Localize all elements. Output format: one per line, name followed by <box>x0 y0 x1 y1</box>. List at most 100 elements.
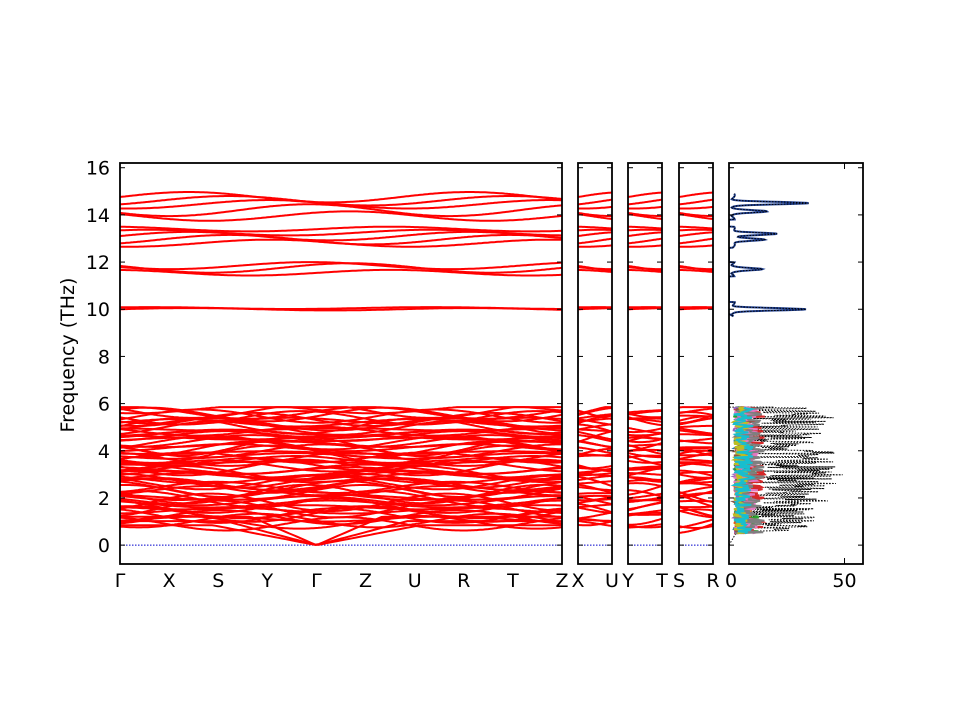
phonon-band <box>578 506 612 514</box>
phonon-band-upper <box>628 205 662 210</box>
phonon-band <box>578 520 612 527</box>
phonon-band-upper <box>628 191 662 198</box>
phonon-band <box>120 406 562 419</box>
phonon-band <box>679 485 713 495</box>
phonon-band-upper <box>120 203 562 218</box>
phonon-band <box>120 477 562 492</box>
phonon-band <box>679 446 713 450</box>
phonon-band-upper <box>578 191 612 198</box>
phonon-band <box>120 434 562 448</box>
phonon-band <box>120 419 562 436</box>
k-point-label: T <box>506 570 519 592</box>
y-tick-label: 14 <box>86 205 110 227</box>
phonon-band-upper <box>120 233 562 246</box>
phonon-band <box>679 424 713 429</box>
phonon-band-upper <box>578 307 612 311</box>
phonon-band <box>578 464 612 470</box>
phonon-band-upper <box>578 213 612 220</box>
acoustic-band <box>120 520 562 546</box>
phonon-band <box>679 437 713 443</box>
phonon-band <box>628 442 662 452</box>
phonon-band <box>679 458 713 463</box>
phonon-band <box>628 416 662 427</box>
phonon-band <box>628 412 662 419</box>
phonon-band <box>578 480 612 485</box>
phonon-band <box>120 455 562 467</box>
phonon-band-upper <box>628 211 662 218</box>
phonon-band-upper <box>679 198 713 206</box>
phonon-band-upper <box>578 231 612 238</box>
phonon-band-upper <box>120 268 562 277</box>
phonon-band-upper <box>120 210 562 222</box>
acoustic-band <box>120 524 562 546</box>
phonon-band <box>628 467 662 471</box>
phonon-band <box>578 452 612 457</box>
y-tick-label: 8 <box>98 346 110 368</box>
phonon-band-upper <box>628 225 662 230</box>
phonon-band-upper <box>628 213 662 220</box>
phonon-band <box>679 508 713 513</box>
y-tick-label: 2 <box>98 488 110 510</box>
phonon-band-upper <box>628 307 662 311</box>
phonon-band-upper <box>679 231 713 238</box>
phonon-band <box>679 473 713 479</box>
phonon-band <box>578 407 612 417</box>
phonon-band <box>679 522 713 534</box>
phonon-band <box>679 429 713 436</box>
phonon-band <box>578 518 612 522</box>
phonon-band-upper <box>679 205 713 210</box>
phonon-band <box>578 502 612 514</box>
phonon-band <box>578 503 612 509</box>
phonon-band <box>578 475 612 487</box>
phonon-band <box>679 414 713 425</box>
band-panel-frame <box>119 162 563 565</box>
phonon-band <box>679 505 713 517</box>
k-point-label: T <box>655 570 668 592</box>
phonon-band <box>578 406 612 415</box>
band-lines <box>578 191 612 546</box>
phonon-band-upper <box>120 261 562 271</box>
y-tick-label: 6 <box>98 394 110 416</box>
k-point-label: Z <box>359 570 372 592</box>
phonon-band <box>578 520 612 527</box>
phonon-band <box>679 462 713 467</box>
phonon-band <box>679 525 713 529</box>
phonon-band <box>628 482 662 488</box>
phonon-band <box>120 497 562 514</box>
phonon-band <box>120 505 562 520</box>
phonon-band <box>628 492 662 500</box>
k-point-label: Y <box>261 570 274 592</box>
phonon-band-upper <box>679 191 713 198</box>
phonon-band <box>578 492 612 495</box>
band-panel-frame <box>577 162 613 565</box>
phonon-band-upper <box>679 213 713 220</box>
phonon-band <box>120 499 562 509</box>
dos-panel: 0 50 <box>725 163 863 592</box>
k-point-label: S <box>212 570 224 592</box>
phonon-band-upper <box>120 225 562 233</box>
k-point-label: R <box>457 570 470 592</box>
acoustic-band <box>120 515 562 546</box>
y-tick-label: 10 <box>86 299 110 321</box>
k-point-label: U <box>605 570 619 592</box>
phonon-band <box>578 428 612 433</box>
phonon-band-upper <box>679 266 713 271</box>
phonon-band <box>120 483 562 505</box>
phonon-band-upper <box>679 268 713 273</box>
dos-x-tick-label: 0 <box>725 570 737 592</box>
band-lines <box>679 191 713 546</box>
phonon-band <box>628 475 662 483</box>
y-tick-label: 4 <box>98 441 110 463</box>
phonon-band-upper <box>578 198 612 206</box>
phonon-band <box>628 524 662 529</box>
phonon-band <box>120 494 562 507</box>
phonon-band-upper <box>628 268 662 273</box>
phonon-band-upper <box>578 228 612 232</box>
phonon-band-upper <box>679 237 713 245</box>
band-lines <box>120 191 562 546</box>
phonon-band <box>628 427 662 434</box>
phonon-band-upper <box>120 195 562 207</box>
